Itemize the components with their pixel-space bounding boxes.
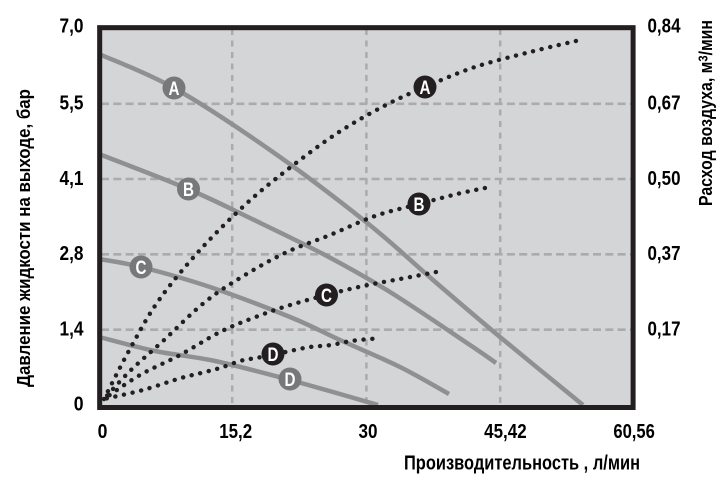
svg-text:0,67: 0,67 <box>648 93 681 115</box>
svg-text:B: B <box>414 194 425 216</box>
svg-text:Расход воздуха, м3/мин: Расход воздуха, м3/мин <box>695 20 716 206</box>
svg-text:2,8: 2,8 <box>60 243 84 265</box>
svg-text:D: D <box>268 344 279 366</box>
svg-text:C: C <box>136 257 147 279</box>
svg-text:0,17: 0,17 <box>648 318 681 340</box>
svg-text:4,1: 4,1 <box>60 168 84 190</box>
svg-text:0,37: 0,37 <box>648 243 681 265</box>
svg-text:A: A <box>420 77 431 99</box>
svg-text:0: 0 <box>74 394 84 416</box>
svg-text:0,50: 0,50 <box>648 168 681 190</box>
svg-text:5,5: 5,5 <box>60 93 84 115</box>
svg-text:D: D <box>285 369 296 391</box>
svg-text:60,56: 60,56 <box>613 421 655 443</box>
svg-text:30: 30 <box>359 421 378 443</box>
svg-text:0,84: 0,84 <box>648 16 682 38</box>
svg-text:1,4: 1,4 <box>60 318 85 340</box>
svg-text:7,0: 7,0 <box>60 16 84 38</box>
svg-text:0: 0 <box>98 421 108 443</box>
svg-text:A: A <box>169 78 180 100</box>
svg-text:15,2: 15,2 <box>219 421 252 443</box>
svg-text:Производительность , л/мин: Производительность , л/мин <box>404 453 640 475</box>
svg-text:C: C <box>321 285 332 307</box>
svg-text:Давление жидкости на выходе, б: Давление жидкости на выходе, бар <box>13 89 34 387</box>
svg-text:45,42: 45,42 <box>484 421 527 443</box>
svg-text:B: B <box>183 179 194 201</box>
